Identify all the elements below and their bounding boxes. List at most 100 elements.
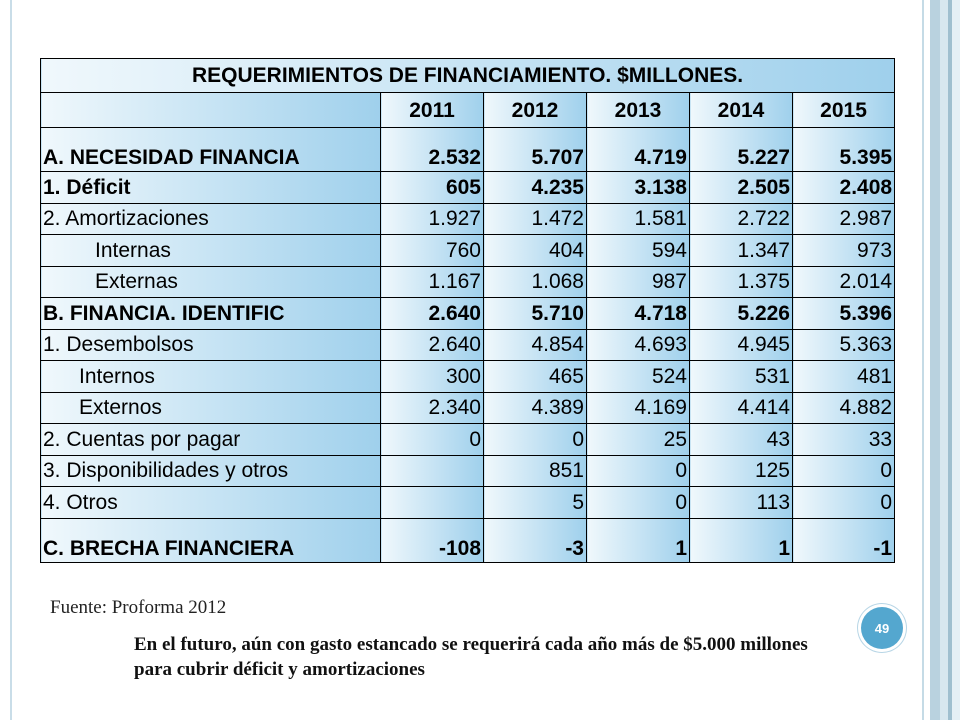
cell-value: 4.719 [586, 127, 690, 172]
table-row: 2. Amortizaciones 1.927 1.472 1.581 2.72… [40, 202, 896, 235]
cell-value: 4.945 [689, 328, 793, 361]
cell-value: 125 [689, 454, 793, 487]
cell-value: 43 [689, 423, 793, 456]
cell-value: 0 [586, 454, 690, 487]
table-row: 1. Déficit 605 4.235 3.138 2.505 2.408 [40, 171, 896, 204]
row-label: Internas [40, 234, 381, 267]
cell-value: 113 [689, 486, 793, 519]
cell-value: 2.505 [689, 171, 793, 204]
cell-value: 760 [380, 234, 484, 267]
cell-value: 0 [791, 486, 896, 519]
cell-value: 973 [791, 234, 896, 267]
table-row: B. FINANCIA. IDENTIFIC 2.640 5.710 4.718… [40, 297, 896, 330]
table-row: Externos 2.340 4.389 4.169 4.414 4.882 [40, 391, 896, 424]
cell-value: 524 [586, 360, 690, 393]
row-label: 1. Desembolsos [40, 328, 381, 361]
row-label: 1. Déficit [40, 171, 381, 204]
cell-value: 4.414 [689, 391, 793, 424]
cell-value: 2.014 [791, 265, 896, 298]
table-row: Internos 300 465 524 531 481 [40, 360, 896, 393]
cell-value: 2.640 [380, 297, 484, 330]
cell-value: -1 [791, 517, 896, 563]
row-label: Externos [40, 391, 381, 424]
cell-value: 2.408 [791, 171, 896, 204]
cell-value: 1.581 [586, 202, 690, 235]
cell-value: 1.472 [483, 202, 587, 235]
cell-value: -3 [483, 517, 587, 563]
cell-value: 0 [791, 454, 896, 487]
cell-value: 5 [483, 486, 587, 519]
table-row: A. NECESIDAD FINANCIA 2.532 5.707 4.719 … [40, 127, 896, 172]
table-row: Externas 1.167 1.068 987 1.375 2.014 [40, 265, 896, 298]
cell-value: 4.389 [483, 391, 587, 424]
cell-value: 2.987 [791, 202, 896, 235]
row-label: Externas [40, 265, 381, 298]
cell-value: 2.340 [380, 391, 484, 424]
cell-value: 0 [483, 423, 587, 456]
cell-value: 4.718 [586, 297, 690, 330]
cell-value: 481 [791, 360, 896, 393]
row-label: B. FINANCIA. IDENTIFIC [40, 297, 381, 330]
cell-value: 2.722 [689, 202, 793, 235]
year-header: 2015 [791, 92, 896, 128]
year-header: 2013 [586, 92, 690, 128]
cell-value: 1.375 [689, 265, 793, 298]
page-number-badge: 49 [861, 607, 903, 649]
cell-value: 5.226 [689, 297, 793, 330]
year-header: 2011 [380, 92, 484, 128]
row-label: 3. Disponibilidades y otros [40, 454, 381, 487]
table-row: 4. Otros 5 0 113 0 [40, 486, 896, 519]
cell-value: 4.854 [483, 328, 587, 361]
row-label: 2. Amortizaciones [40, 202, 381, 235]
cell-value: 594 [586, 234, 690, 267]
year-header: 2012 [483, 92, 587, 128]
cell-value: 4.882 [791, 391, 896, 424]
cell-value: 2.640 [380, 328, 484, 361]
cell-value: 5.710 [483, 297, 587, 330]
cell-value: 1 [689, 517, 793, 563]
cell-value: 25 [586, 423, 690, 456]
table-row: 3. Disponibilidades y otros 851 0 125 0 [40, 454, 896, 487]
cell-value: 300 [380, 360, 484, 393]
slide-frame-left-line [10, 0, 12, 720]
cell-value: 3.138 [586, 171, 690, 204]
cell-value: 5.227 [689, 127, 793, 172]
cell-value: 0 [380, 423, 484, 456]
footer-note: En el futuro, aún con gasto estancado se… [134, 634, 808, 680]
cell-value [380, 454, 484, 487]
cell-value: 1.347 [689, 234, 793, 267]
cell-value: 0 [586, 486, 690, 519]
cell-value: 5.395 [791, 127, 896, 172]
cell-value: 531 [689, 360, 793, 393]
row-label: Internos [40, 360, 381, 393]
cell-value: 5.707 [483, 127, 587, 172]
cell-value: 404 [483, 234, 587, 267]
cell-value: 2.532 [380, 127, 484, 172]
cell-value: 4.693 [586, 328, 690, 361]
row-label: C. BRECHA FINANCIERA [40, 517, 381, 563]
cell-value: 1.167 [380, 265, 484, 298]
year-header: 2014 [689, 92, 793, 128]
table-row: Internas 760 404 594 1.347 973 [40, 234, 896, 267]
source-caption: Fuente: Proforma 2012 [50, 597, 227, 618]
slide-frame-right-band [918, 0, 960, 720]
cell-value: 1 [586, 517, 690, 563]
table-row: 1. Desembolsos 2.640 4.854 4.693 4.945 5… [40, 328, 896, 361]
cell-value: 33 [791, 423, 896, 456]
cell-value: 1.927 [380, 202, 484, 235]
cell-value: 465 [483, 360, 587, 393]
cell-value: -108 [380, 517, 484, 563]
row-label: A. NECESIDAD FINANCIA [40, 127, 381, 172]
row-label: 2. Cuentas por pagar [40, 423, 381, 456]
cell-value: 605 [380, 171, 484, 204]
cell-value: 4.169 [586, 391, 690, 424]
cell-value: 4.235 [483, 171, 587, 204]
table-row: C. BRECHA FINANCIERA -108 -3 1 1 -1 [40, 517, 896, 563]
table-row: 2. Cuentas por pagar 0 0 25 43 33 [40, 423, 896, 456]
cell-value: 1.068 [483, 265, 587, 298]
cell-value: 851 [483, 454, 587, 487]
table-title: REQUERIMIENTOS DE FINANCIAMIENTO. $MILLO… [39, 58, 896, 93]
financing-table: REQUERIMIENTOS DE FINANCIAMIENTO. $MILLO… [39, 58, 896, 563]
cell-value: 5.396 [791, 297, 896, 330]
year-header-blank [40, 92, 381, 128]
